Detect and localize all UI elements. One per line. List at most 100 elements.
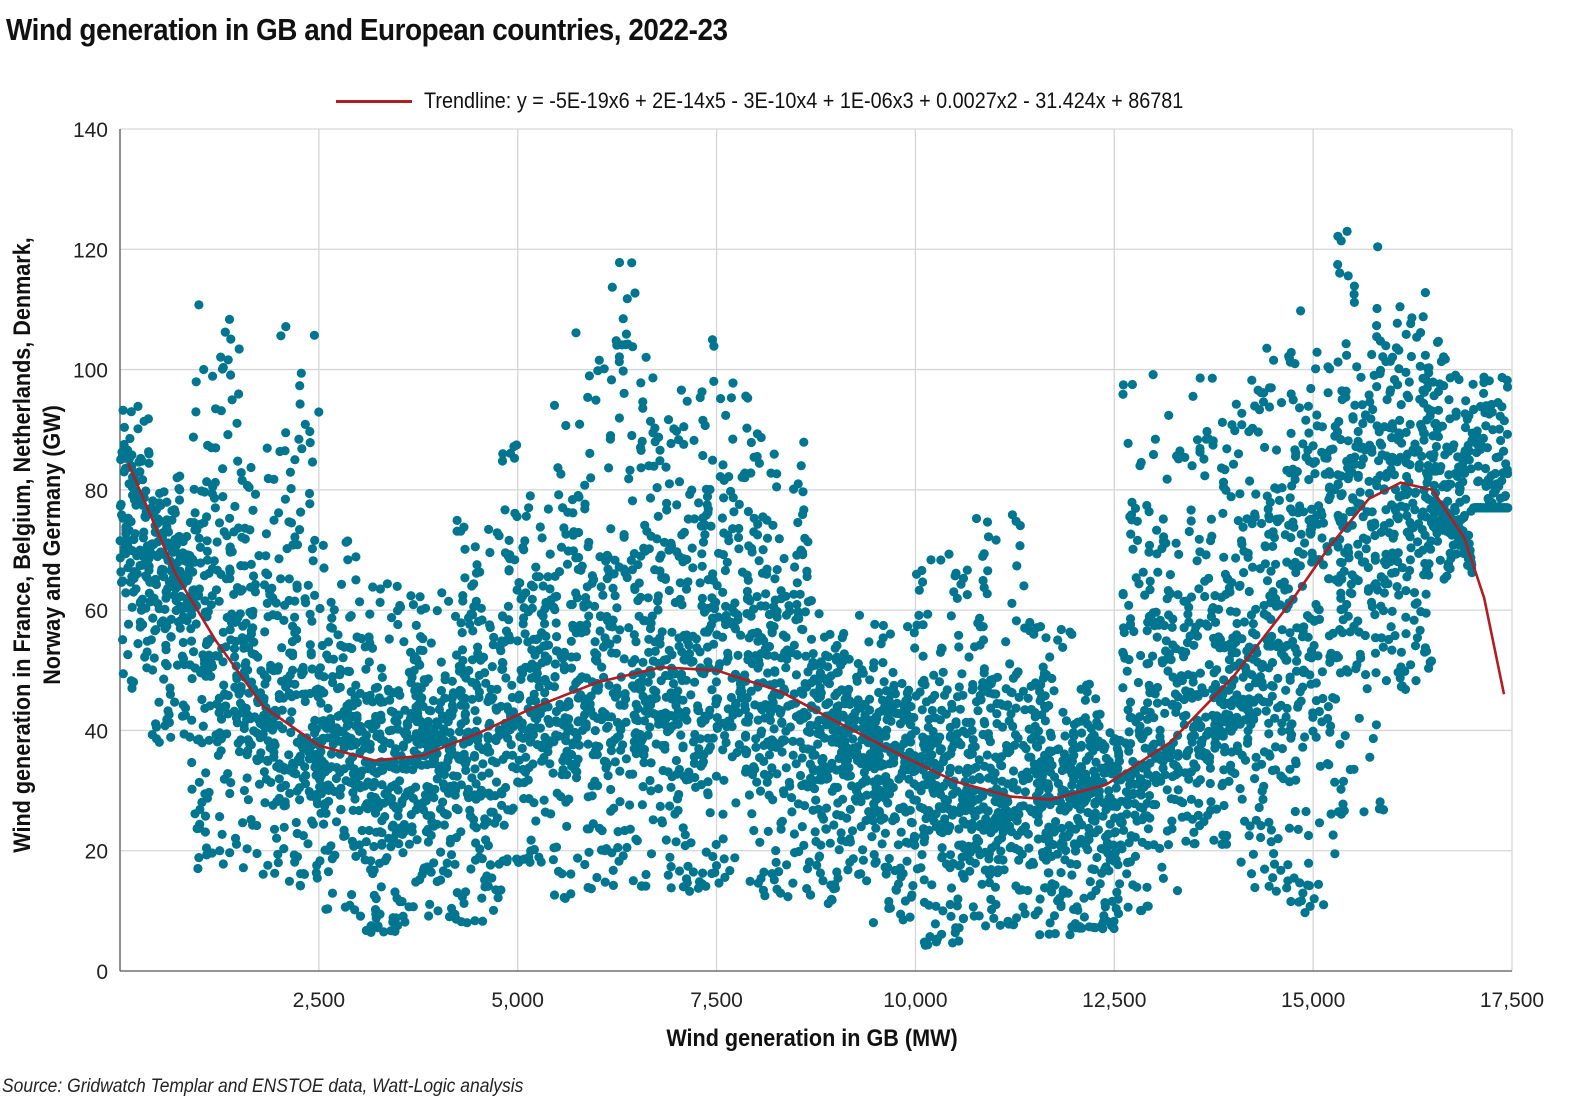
data-point (149, 578, 159, 588)
data-point (274, 690, 284, 700)
data-point (838, 710, 848, 720)
data-point (417, 760, 427, 770)
data-point (415, 739, 425, 749)
data-point (1206, 514, 1216, 524)
data-point (927, 694, 937, 704)
data-point (307, 544, 317, 554)
data-point (1089, 766, 1099, 776)
data-point (286, 727, 296, 738)
data-point (1180, 452, 1190, 462)
data-point (550, 605, 560, 615)
data-point (1073, 742, 1083, 753)
data-point (303, 839, 313, 849)
data-point (523, 729, 534, 739)
data-point (746, 468, 756, 478)
data-point (798, 487, 808, 497)
data-point (781, 632, 791, 643)
data-point (707, 685, 717, 695)
data-point (678, 741, 688, 751)
data-point (218, 492, 228, 502)
data-point (617, 340, 627, 350)
data-point (1250, 882, 1260, 893)
data-point (858, 855, 869, 865)
data-point (233, 523, 244, 533)
data-point (235, 698, 246, 708)
data-point (219, 680, 229, 690)
data-point (383, 684, 393, 695)
data-point (606, 524, 616, 534)
data-point (753, 663, 763, 673)
data-point (450, 859, 460, 870)
data-point (517, 743, 527, 754)
data-point (204, 735, 214, 745)
data-point (869, 658, 879, 668)
data-point (606, 375, 617, 385)
data-point (688, 656, 698, 667)
data-point (1034, 786, 1044, 796)
data-point (1276, 700, 1286, 711)
data-point (1194, 534, 1204, 544)
data-point (355, 771, 365, 781)
data-point (1056, 624, 1066, 635)
data-point (752, 777, 762, 787)
data-point (149, 653, 159, 663)
data-point (429, 727, 439, 737)
data-point (214, 596, 224, 606)
data-point (770, 574, 780, 584)
data-point (676, 730, 686, 740)
data-point (991, 899, 1001, 910)
data-point (252, 754, 263, 764)
data-point (819, 761, 829, 771)
data-point (775, 708, 786, 718)
data-point (1162, 594, 1172, 604)
data-point (689, 752, 699, 762)
data-point (419, 797, 429, 807)
data-point (382, 853, 392, 863)
data-point (292, 737, 302, 748)
data-point (1251, 604, 1261, 614)
data-point (931, 809, 941, 819)
data-point (210, 477, 220, 488)
data-point (1049, 827, 1059, 837)
data-point (1003, 916, 1013, 926)
data-point (1048, 840, 1058, 850)
data-point (390, 748, 400, 758)
data-point (151, 505, 161, 515)
data-point (263, 612, 273, 622)
data-point (619, 700, 629, 711)
data-point (388, 913, 398, 923)
data-point (847, 826, 858, 836)
data-point (1040, 750, 1050, 760)
data-point (759, 769, 770, 780)
data-point (436, 847, 446, 857)
data-point (934, 677, 945, 687)
data-point (837, 633, 847, 643)
data-point (126, 676, 136, 686)
data-point (207, 489, 217, 499)
data-point (226, 370, 236, 380)
data-point (319, 688, 329, 698)
data-point (1025, 617, 1035, 628)
data-point (1100, 741, 1110, 752)
data-point (347, 890, 357, 900)
data-point (372, 795, 382, 805)
data-point (697, 759, 707, 769)
data-point (769, 724, 779, 734)
data-point (229, 644, 240, 654)
data-point (670, 597, 680, 608)
data-point (877, 839, 887, 849)
data-point (679, 527, 690, 538)
data-point (951, 923, 961, 933)
data-point (159, 674, 169, 684)
data-point (864, 637, 874, 647)
data-point (470, 764, 480, 774)
data-point (755, 786, 766, 796)
data-point (397, 896, 407, 907)
data-point (1237, 634, 1247, 644)
data-point (1245, 476, 1255, 486)
data-point (630, 683, 640, 693)
data-point (1130, 832, 1140, 842)
data-point (726, 486, 736, 496)
data-point (1264, 718, 1274, 728)
data-point (600, 877, 610, 887)
